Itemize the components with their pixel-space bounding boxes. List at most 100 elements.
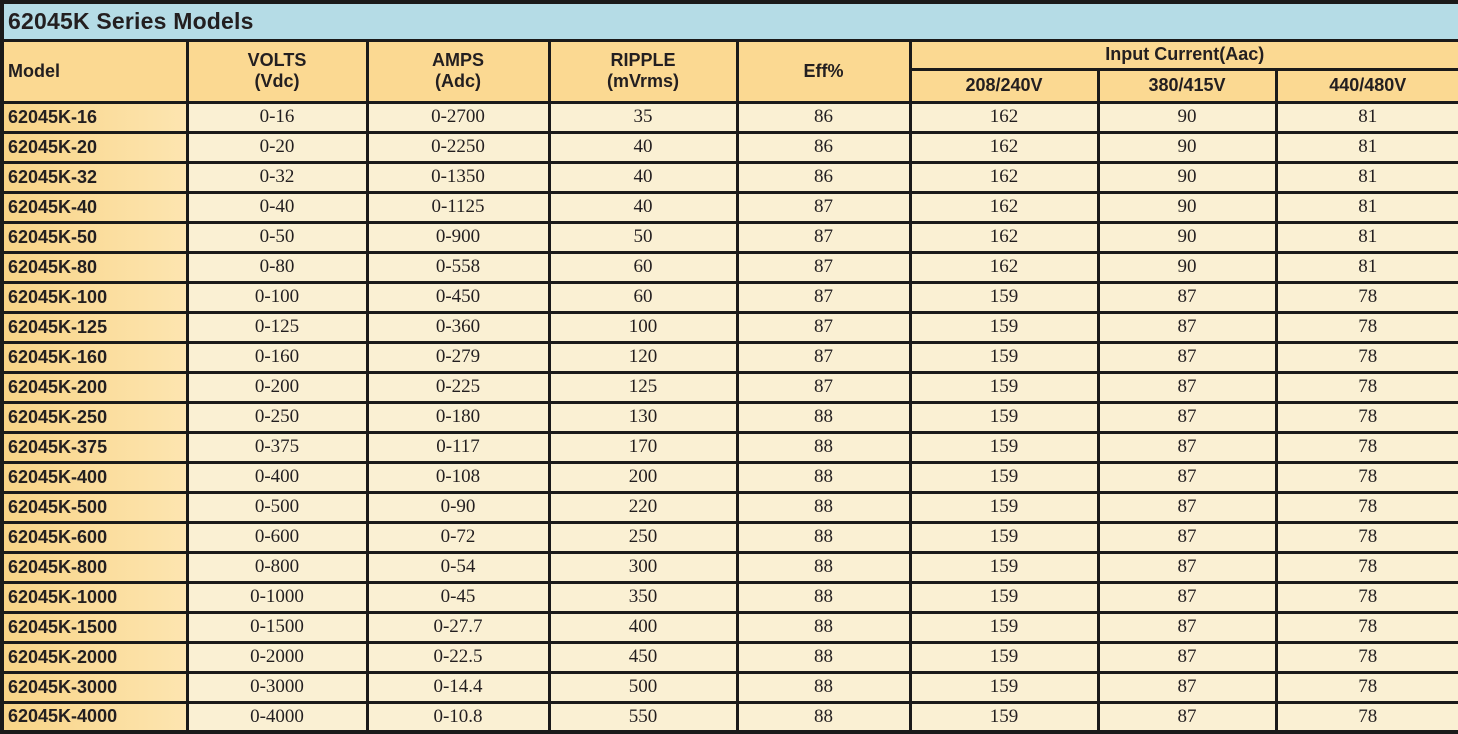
cell-amps: 0-90 xyxy=(365,490,551,524)
table-body: 62045K-16 0-16 0-2700 35 86 162 90 81 62… xyxy=(0,100,1458,734)
cell-input-208-240: 159 xyxy=(908,520,1100,554)
cell-ripple: 220 xyxy=(547,490,739,524)
cell-input-380-415: 87 xyxy=(1096,280,1278,314)
cell-input-440-480: 81 xyxy=(1274,190,1458,224)
cell-input-208-240: 159 xyxy=(908,340,1100,374)
cell-eff: 88 xyxy=(735,550,912,584)
cell-input-208-240: 159 xyxy=(908,430,1100,464)
cell-amps: 0-117 xyxy=(365,430,551,464)
cell-input-440-480: 78 xyxy=(1274,430,1458,464)
cell-input-380-415: 87 xyxy=(1096,520,1278,554)
cell-model: 62045K-160 xyxy=(0,340,189,374)
cell-ripple: 125 xyxy=(547,370,739,404)
cell-eff: 86 xyxy=(735,160,912,194)
cell-ripple: 350 xyxy=(547,580,739,614)
cell-input-208-240: 159 xyxy=(908,280,1100,314)
cell-volts: 0-20 xyxy=(185,130,369,164)
cell-input-208-240: 159 xyxy=(908,640,1100,674)
cell-input-440-480: 78 xyxy=(1274,370,1458,404)
cell-model: 62045K-125 xyxy=(0,310,189,344)
cell-model: 62045K-32 xyxy=(0,160,189,194)
cell-amps: 0-10.8 xyxy=(365,700,551,734)
cell-ripple: 60 xyxy=(547,250,739,284)
cell-input-380-415: 90 xyxy=(1096,160,1278,194)
table-row: 62045K-500 0-500 0-90 220 88 159 87 78 xyxy=(0,490,1458,524)
table-row: 62045K-125 0-125 0-360 100 87 159 87 78 xyxy=(0,310,1458,344)
cell-eff: 88 xyxy=(735,460,912,494)
cell-eff: 88 xyxy=(735,700,912,734)
cell-volts: 0-40 xyxy=(185,190,369,224)
cell-ripple: 250 xyxy=(547,520,739,554)
cell-volts: 0-3000 xyxy=(185,670,369,704)
cell-model: 62045K-2000 xyxy=(0,640,189,674)
cell-input-440-480: 81 xyxy=(1274,130,1458,164)
cell-volts: 0-1000 xyxy=(185,580,369,614)
cell-amps: 0-14.4 xyxy=(365,670,551,704)
cell-amps: 0-108 xyxy=(365,460,551,494)
cell-eff: 86 xyxy=(735,100,912,134)
cell-input-380-415: 87 xyxy=(1096,460,1278,494)
cell-amps: 0-180 xyxy=(365,400,551,434)
cell-eff: 87 xyxy=(735,280,912,314)
cell-input-440-480: 78 xyxy=(1274,280,1458,314)
cell-input-208-240: 162 xyxy=(908,100,1100,134)
cell-input-440-480: 81 xyxy=(1274,160,1458,194)
column-header-ripple: RIPPLE (mVrms) xyxy=(547,38,739,104)
cell-eff: 88 xyxy=(735,490,912,524)
cell-volts: 0-16 xyxy=(185,100,369,134)
table-row: 62045K-80 0-80 0-558 60 87 162 90 81 xyxy=(0,250,1458,284)
cell-input-380-415: 90 xyxy=(1096,250,1278,284)
cell-model: 62045K-80 xyxy=(0,250,189,284)
cell-input-380-415: 87 xyxy=(1096,610,1278,644)
cell-input-208-240: 159 xyxy=(908,400,1100,434)
cell-volts: 0-100 xyxy=(185,280,369,314)
cell-eff: 88 xyxy=(735,400,912,434)
cell-ripple: 450 xyxy=(547,640,739,674)
table-row: 62045K-20 0-20 0-2250 40 86 162 90 81 xyxy=(0,130,1458,164)
cell-input-380-415: 87 xyxy=(1096,370,1278,404)
cell-input-380-415: 87 xyxy=(1096,670,1278,704)
cell-volts: 0-250 xyxy=(185,400,369,434)
column-header-eff: Eff% xyxy=(735,38,912,104)
cell-input-380-415: 90 xyxy=(1096,190,1278,224)
column-header-volts-line1: VOLTS xyxy=(247,50,307,71)
table-row: 62045K-16 0-16 0-2700 35 86 162 90 81 xyxy=(0,100,1458,134)
cell-model: 62045K-3000 xyxy=(0,670,189,704)
cell-input-440-480: 78 xyxy=(1274,550,1458,584)
cell-input-380-415: 87 xyxy=(1096,340,1278,374)
cell-eff: 88 xyxy=(735,520,912,554)
table-row: 62045K-1000 0-1000 0-45 350 88 159 87 78 xyxy=(0,580,1458,614)
cell-eff: 87 xyxy=(735,310,912,344)
table-row: 62045K-3000 0-3000 0-14.4 500 88 159 87 … xyxy=(0,670,1458,704)
cell-ripple: 60 xyxy=(547,280,739,314)
cell-amps: 0-2250 xyxy=(365,130,551,164)
table-row: 62045K-1500 0-1500 0-27.7 400 88 159 87 … xyxy=(0,610,1458,644)
cell-amps: 0-1350 xyxy=(365,160,551,194)
table-row: 62045K-375 0-375 0-117 170 88 159 87 78 xyxy=(0,430,1458,464)
table-row: 62045K-600 0-600 0-72 250 88 159 87 78 xyxy=(0,520,1458,554)
cell-eff: 88 xyxy=(735,670,912,704)
cell-input-208-240: 162 xyxy=(908,160,1100,194)
cell-amps: 0-45 xyxy=(365,580,551,614)
cell-model: 62045K-20 xyxy=(0,130,189,164)
cell-volts: 0-1500 xyxy=(185,610,369,644)
cell-input-440-480: 78 xyxy=(1274,490,1458,524)
table-row: 62045K-100 0-100 0-450 60 87 159 87 78 xyxy=(0,280,1458,314)
cell-input-208-240: 162 xyxy=(908,250,1100,284)
cell-input-380-415: 87 xyxy=(1096,550,1278,584)
cell-eff: 87 xyxy=(735,340,912,374)
cell-amps: 0-225 xyxy=(365,370,551,404)
cell-eff: 86 xyxy=(735,130,912,164)
cell-volts: 0-32 xyxy=(185,160,369,194)
cell-input-440-480: 78 xyxy=(1274,640,1458,674)
cell-model: 62045K-40 xyxy=(0,190,189,224)
table-row: 62045K-32 0-32 0-1350 40 86 162 90 81 xyxy=(0,160,1458,194)
cell-volts: 0-200 xyxy=(185,370,369,404)
cell-input-380-415: 87 xyxy=(1096,700,1278,734)
cell-amps: 0-72 xyxy=(365,520,551,554)
cell-input-208-240: 159 xyxy=(908,700,1100,734)
cell-ripple: 550 xyxy=(547,700,739,734)
cell-input-440-480: 78 xyxy=(1274,520,1458,554)
cell-volts: 0-600 xyxy=(185,520,369,554)
cell-volts: 0-400 xyxy=(185,460,369,494)
